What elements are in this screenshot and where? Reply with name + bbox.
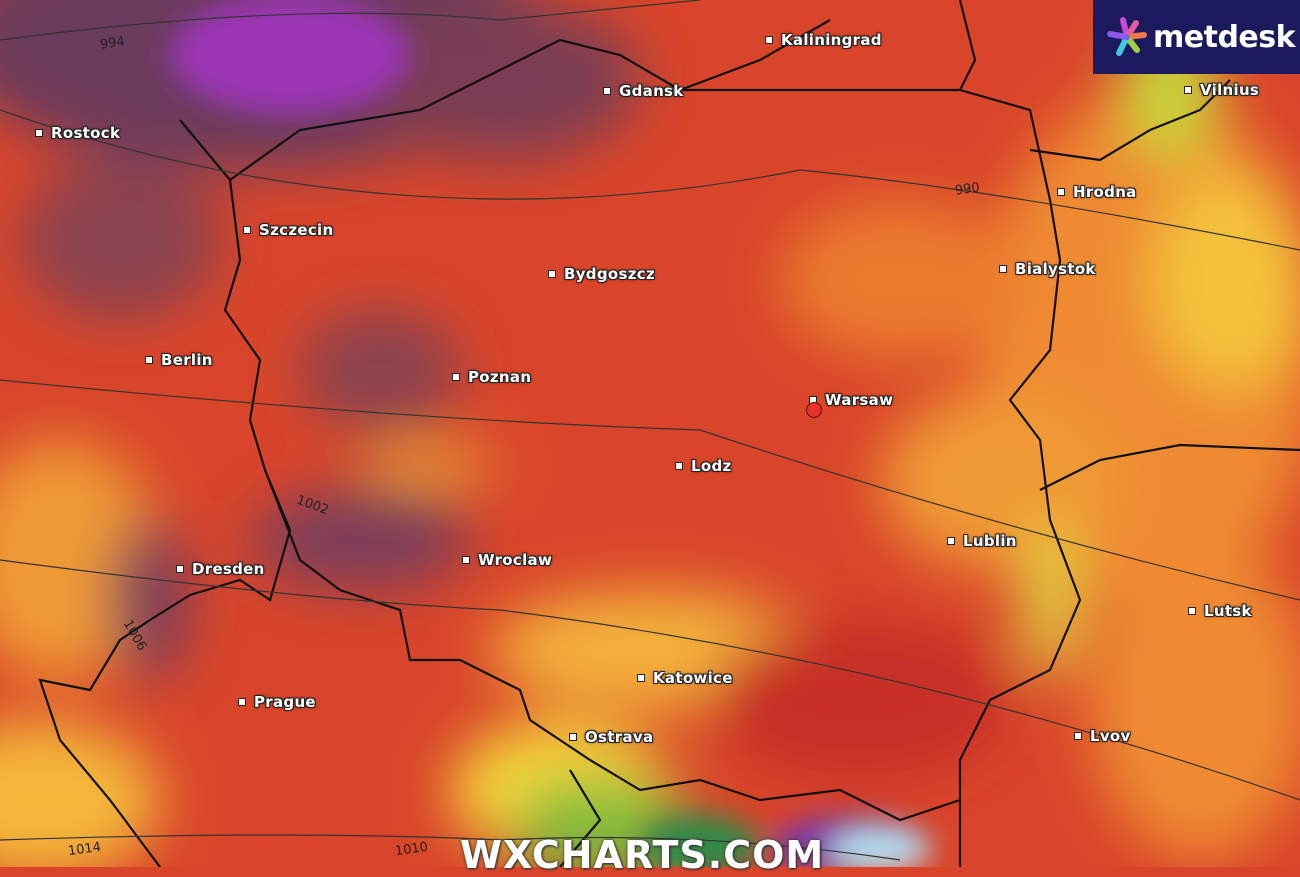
country-borders bbox=[38, 0, 1300, 867]
city-lutsk[interactable]: Lutsk bbox=[1188, 602, 1252, 620]
city-dresden[interactable]: Dresden bbox=[176, 560, 265, 578]
city-dot-icon bbox=[238, 698, 246, 706]
city-warsaw[interactable]: Warsaw bbox=[809, 391, 893, 409]
city-szczecin[interactable]: Szczecin bbox=[243, 221, 333, 239]
city-dot-icon bbox=[176, 565, 184, 573]
city-lublin[interactable]: Lublin bbox=[947, 532, 1017, 550]
city-rostock[interactable]: Rostock bbox=[35, 124, 120, 142]
city-dot-icon bbox=[675, 462, 683, 470]
city-dot-icon bbox=[1074, 732, 1082, 740]
city-bydgoszcz[interactable]: Bydgoszcz bbox=[548, 265, 655, 283]
city-dot-icon bbox=[999, 265, 1007, 273]
city-dot-icon bbox=[603, 87, 611, 95]
city-katowice[interactable]: Katowice bbox=[637, 669, 733, 687]
city-wroclaw[interactable]: Wroclaw bbox=[462, 551, 552, 569]
city-dot-icon bbox=[947, 537, 955, 545]
city-prague[interactable]: Prague bbox=[238, 693, 316, 711]
watermark: WXCHARTS.COM bbox=[460, 833, 825, 877]
logo-text: metdesk bbox=[1153, 19, 1296, 55]
city-dot-icon bbox=[1188, 607, 1196, 615]
city-bialystok[interactable]: Bialystok bbox=[999, 260, 1096, 278]
city-berlin[interactable]: Berlin bbox=[145, 351, 213, 369]
city-dot-icon bbox=[765, 36, 773, 44]
city-hrodna[interactable]: Hrodna bbox=[1057, 183, 1137, 201]
city-dot-icon bbox=[462, 556, 470, 564]
city-kaliningrad[interactable]: Kaliningrad bbox=[765, 31, 882, 49]
metdesk-star-icon bbox=[1107, 17, 1147, 56]
city-dot-icon bbox=[35, 129, 43, 137]
city-ostrava[interactable]: Ostrava bbox=[569, 728, 653, 746]
city-lodz[interactable]: Lodz bbox=[675, 457, 732, 475]
city-dot-icon bbox=[452, 373, 460, 381]
city-dot-icon bbox=[637, 674, 645, 682]
city-dot-icon bbox=[145, 356, 153, 364]
city-lvov[interactable]: Lvov bbox=[1074, 727, 1131, 745]
city-gdansk[interactable]: Gdansk bbox=[603, 82, 684, 100]
city-vilnius[interactable]: Vilnius bbox=[1184, 81, 1259, 99]
city-poznan[interactable]: Poznan bbox=[452, 368, 531, 386]
metdesk-logo: metdesk bbox=[1093, 0, 1300, 74]
city-dot-icon bbox=[569, 733, 577, 741]
city-dot-icon bbox=[1184, 86, 1192, 94]
city-dot-icon bbox=[548, 270, 556, 278]
location-marker-icon[interactable] bbox=[806, 402, 822, 418]
city-dot-icon bbox=[243, 226, 251, 234]
city-dot-icon bbox=[1057, 188, 1065, 196]
